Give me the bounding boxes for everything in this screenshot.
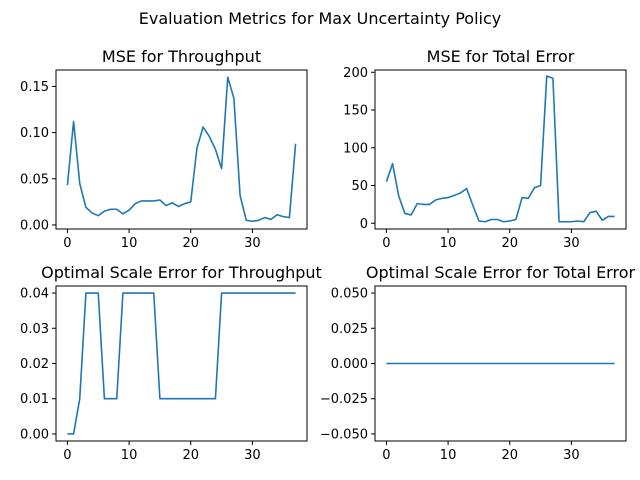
subplot-title: MSE for Throughput xyxy=(102,47,261,66)
x-tick-label: 10 xyxy=(440,448,457,463)
y-tick-label: 0.10 xyxy=(20,126,49,141)
y-tick-label: 0.02 xyxy=(20,357,49,372)
y-tick-label: 0.04 xyxy=(20,287,49,302)
axes-frame xyxy=(55,69,308,230)
y-tick-label: 0.05 xyxy=(20,172,49,187)
y-tick-label: 0.000 xyxy=(331,357,368,372)
y-tick-label: 50 xyxy=(351,179,368,194)
figure-suptitle: Evaluation Metrics for Max Uncertainty P… xyxy=(139,9,502,28)
axes-frame xyxy=(374,285,627,442)
x-tick-label: 0 xyxy=(63,448,71,463)
series-line xyxy=(385,75,615,223)
x-tick-label: 10 xyxy=(121,448,138,463)
x-tick-label: 20 xyxy=(182,448,199,463)
y-tick-label: 0.03 xyxy=(20,322,49,337)
y-tick-label: 0.050 xyxy=(331,287,368,302)
x-tick-label: 0 xyxy=(63,236,71,251)
x-tick-label: 0 xyxy=(382,236,390,251)
subplot-title: MSE for Total Error xyxy=(427,47,575,66)
y-tick-label: 0 xyxy=(360,217,368,232)
subplot-title: Optimal Scale Error for Total Error xyxy=(366,263,636,282)
y-tick-label: 150 xyxy=(343,104,368,119)
y-tick-label: 0.025 xyxy=(331,322,368,337)
subplot-4: Optimal Scale Error for Total Error 0 10 20… xyxy=(320,263,636,463)
subplot-title: Optimal Scale Error for Throughput xyxy=(41,263,322,282)
y-tick-label: 0.15 xyxy=(20,80,49,95)
series-line xyxy=(67,292,296,435)
x-tick-label: 30 xyxy=(563,236,580,251)
subplot-3: Optimal Scale Error for Throughput 0 10 20 3… xyxy=(20,263,322,463)
y-tick-label: 200 xyxy=(343,66,368,81)
y-tick-label: 100 xyxy=(343,141,368,156)
x-tick-label: 10 xyxy=(121,236,138,251)
subplot-2: MSE for Total Error 0 10 20 30 0 50 100 150 200 xyxy=(343,47,627,251)
y-tick-label: 0.01 xyxy=(20,392,49,407)
y-tick-label: −0.025 xyxy=(320,392,368,407)
x-tick-label: 30 xyxy=(563,448,580,463)
y-tick-label: 0.00 xyxy=(20,218,49,233)
y-tick-label: −0.050 xyxy=(320,427,368,442)
x-tick-label: 10 xyxy=(440,236,457,251)
x-tick-label: 20 xyxy=(182,236,199,251)
subplots-container: MSE for Throughput 0 10 20 30 0.00 0.05 0.10 0.1… xyxy=(20,47,635,463)
x-tick-label: 20 xyxy=(501,236,518,251)
axes-frame xyxy=(55,285,308,442)
y-tick-label: 0.00 xyxy=(20,427,49,442)
series-line xyxy=(66,76,297,223)
x-tick-label: 30 xyxy=(244,448,261,463)
x-tick-label: 30 xyxy=(244,236,261,251)
subplot-1: MSE for Throughput 0 10 20 30 0.00 0.05 0.10 0.1… xyxy=(20,47,308,251)
x-tick-label: 20 xyxy=(501,448,518,463)
x-tick-label: 0 xyxy=(382,448,390,463)
axes-frame xyxy=(374,69,627,230)
